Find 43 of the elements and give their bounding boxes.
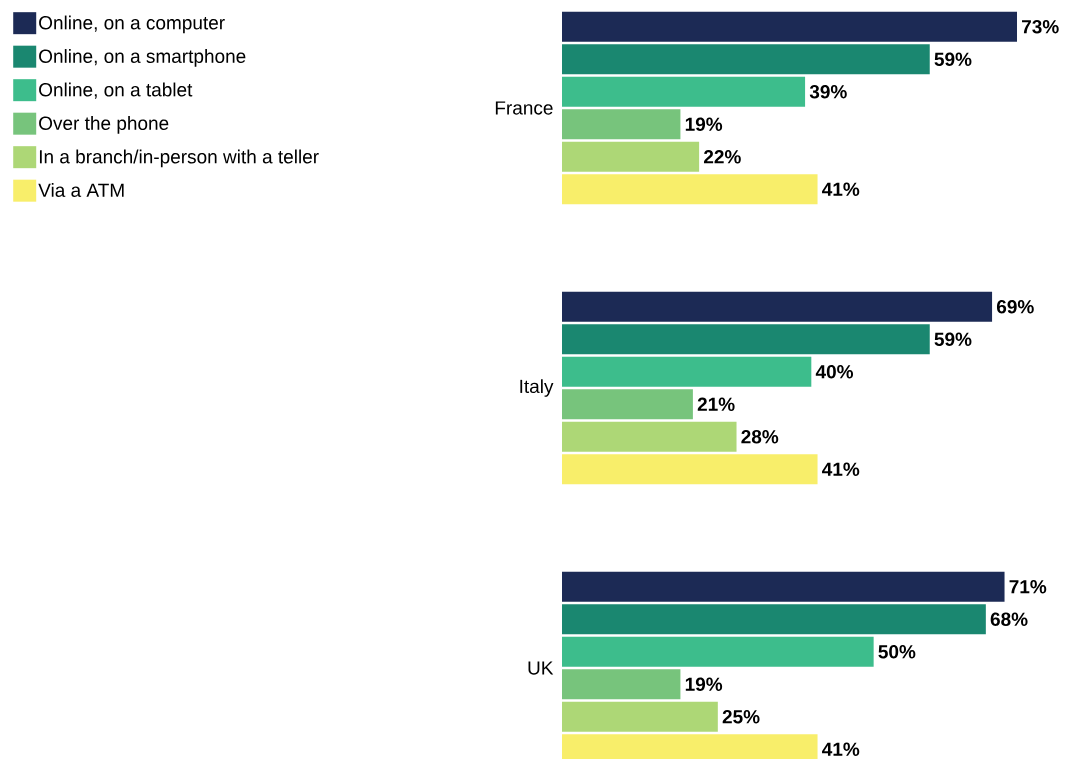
data-label: 41% [822,742,860,756]
bar [562,174,818,205]
y-tick-label: Italy [520,379,554,397]
bar [562,141,700,172]
data-label: 59% [934,332,972,346]
data-label: 40% [815,365,854,379]
bar [562,571,1005,602]
bar [562,76,806,107]
bar [562,669,681,700]
bar [562,389,693,420]
bar [562,421,737,452]
data-label: 41% [822,182,860,196]
data-label: 21% [697,397,735,411]
legend-label: Online, on a computer [39,15,225,34]
bar [562,356,812,387]
bar [562,109,681,140]
data-label: 28% [741,430,779,444]
y-tick-label: UK [528,661,554,675]
data-label: 22% [703,150,741,164]
data-label: 19% [685,677,723,691]
data-label: 19% [685,117,723,131]
legend-label: Online, on a tablet [39,82,193,99]
legend-label: In a branch/in-person with a teller [39,149,319,168]
legend-label: Over the phone [39,116,169,134]
data-label: 39% [809,85,847,99]
data-label: 59% [934,52,972,66]
data-label: 25% [722,710,760,724]
y-tick-label: France [495,101,553,115]
data-label: 71% [1009,580,1047,594]
bar [562,291,993,322]
data-label: 68% [990,612,1028,626]
bar [562,324,930,355]
bar [562,11,1017,42]
data-label: 41% [822,462,860,476]
bar [562,636,874,667]
data-label: 73% [1022,20,1059,34]
legend-label: Via a ATM [38,183,124,197]
bar [562,44,930,75]
data-label: 69% [996,300,1034,314]
legend-label: Online, on a smartphone [39,49,246,67]
data-label: 50% [878,645,916,659]
bar [562,454,818,485]
bar [562,604,986,635]
